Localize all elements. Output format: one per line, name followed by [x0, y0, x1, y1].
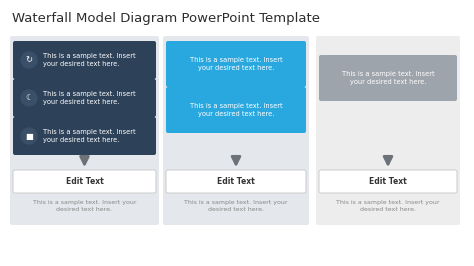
Text: This is a sample text. Insert
your desired text here.: This is a sample text. Insert your desir… [43, 129, 136, 143]
Text: This is a sample text. Insert your
desired text here.: This is a sample text. Insert your desir… [336, 200, 440, 212]
Text: Waterfall Model Diagram PowerPoint Template: Waterfall Model Diagram PowerPoint Templ… [12, 12, 320, 25]
Text: ☾: ☾ [25, 94, 33, 102]
Circle shape [21, 128, 37, 144]
FancyBboxPatch shape [319, 55, 457, 101]
FancyBboxPatch shape [319, 170, 457, 193]
Text: This is a sample text. Insert
your desired text here.: This is a sample text. Insert your desir… [190, 103, 283, 117]
FancyBboxPatch shape [13, 79, 156, 117]
Text: Edit Text: Edit Text [65, 177, 103, 186]
Circle shape [21, 52, 37, 68]
Text: ↻: ↻ [26, 56, 33, 64]
Text: This is a sample text. Insert
your desired text here.: This is a sample text. Insert your desir… [342, 71, 434, 85]
Text: Edit Text: Edit Text [217, 177, 255, 186]
FancyBboxPatch shape [163, 36, 309, 225]
FancyBboxPatch shape [10, 36, 159, 225]
Text: This is a sample text. Insert your
desired text here.: This is a sample text. Insert your desir… [184, 200, 288, 212]
FancyBboxPatch shape [316, 36, 460, 225]
FancyBboxPatch shape [13, 170, 156, 193]
Circle shape [21, 90, 37, 106]
FancyBboxPatch shape [166, 170, 306, 193]
FancyBboxPatch shape [13, 117, 156, 155]
Text: This is a sample text. Insert
your desired text here.: This is a sample text. Insert your desir… [190, 57, 283, 71]
Text: This is a sample text. Insert
your desired text here.: This is a sample text. Insert your desir… [43, 91, 136, 105]
FancyBboxPatch shape [13, 41, 156, 79]
Text: This is a sample text. Insert your
desired text here.: This is a sample text. Insert your desir… [33, 200, 136, 212]
FancyBboxPatch shape [166, 41, 306, 87]
Text: ■: ■ [25, 131, 33, 140]
FancyBboxPatch shape [166, 87, 306, 133]
Text: This is a sample text. Insert
your desired text here.: This is a sample text. Insert your desir… [43, 53, 136, 67]
Text: Edit Text: Edit Text [369, 177, 407, 186]
